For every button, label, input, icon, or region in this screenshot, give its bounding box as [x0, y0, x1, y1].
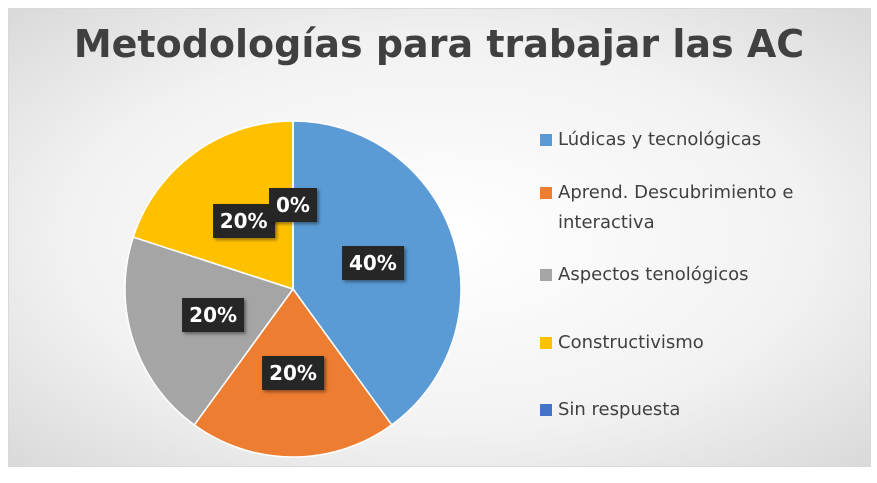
- chart-title: Metodologías para trabajar las AC: [73, 22, 805, 66]
- legend-swatch: [540, 269, 552, 281]
- legend-entry: Aspectos tenológicos: [540, 260, 828, 290]
- data-label: 20%: [212, 204, 275, 239]
- legend-swatch: [540, 186, 552, 199]
- data-label: 0%: [269, 188, 317, 222]
- legend-label: Sin respuesta: [558, 399, 681, 420]
- data-label: 40%: [341, 246, 404, 281]
- data-label: 20%: [182, 297, 245, 332]
- legend-swatch: [540, 336, 552, 349]
- legend-label: Aprend. Descubrimiento e interactiva: [558, 181, 794, 233]
- legend-swatch: [540, 404, 552, 416]
- legend-entry: Constructivismo: [540, 328, 828, 358]
- legend-entry: Aprend. Descubrimiento e interactiva: [540, 178, 828, 238]
- legend-entry: Sin respuesta: [540, 395, 828, 425]
- legend-label: Lúdicas y tecnológicas: [558, 129, 762, 150]
- legend-entry: Lúdicas y tecnológicas: [540, 125, 828, 155]
- legend-label: Aspectos tenológicos: [558, 264, 749, 285]
- data-label: 20%: [262, 356, 324, 390]
- legend-label: Constructivismo: [558, 331, 704, 353]
- legend-swatch: [540, 134, 552, 146]
